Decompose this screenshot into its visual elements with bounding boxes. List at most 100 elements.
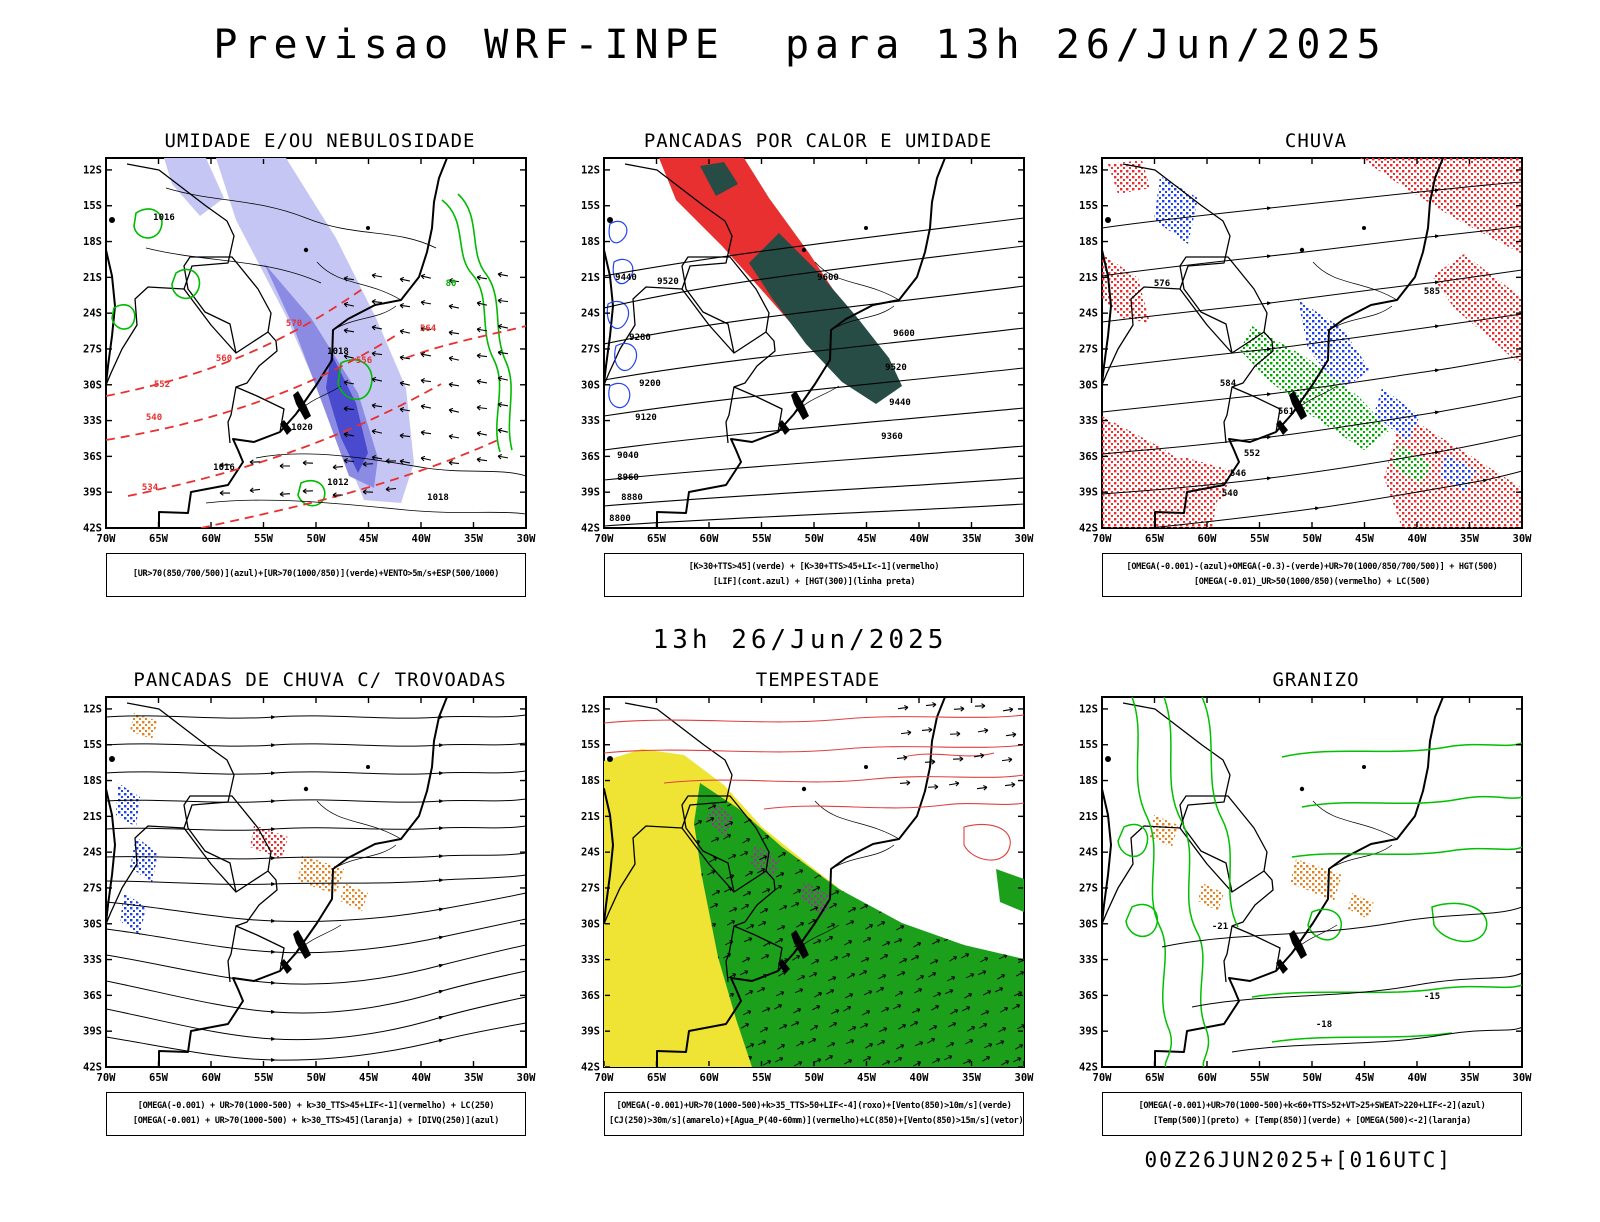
- svg-text:18S: 18S: [83, 236, 102, 248]
- contour-value-labels: 9440 9520 9600 9600 9520 9440 9360 9280 9200 9120…: [609, 273, 915, 524]
- svg-text:30S: 30S: [83, 918, 102, 930]
- longitude-labels: 70W 65W 60W 55W 50W 45W 40W 35W 30W: [97, 533, 537, 545]
- svg-text:9360: 9360: [881, 432, 903, 442]
- svg-text:65W: 65W: [149, 533, 169, 545]
- svg-text:30W: 30W: [517, 1072, 537, 1084]
- svg-text:21S: 21S: [1079, 272, 1098, 284]
- svg-text:45W: 45W: [857, 1072, 877, 1084]
- svg-text:70W: 70W: [595, 1072, 615, 1084]
- legend-caption: [OMEGA(-0.001)+UR>70(1000-500)+k>35_TTS>…: [604, 1092, 1024, 1136]
- heat-shower-areas: [659, 158, 902, 404]
- latitude-labels: 12S 15S 18S 21S 24S 27S 30S 33S 36S 39S 42S: [581, 164, 600, 534]
- map-umidade: 12S 15S 18S 21S 24S 27S 30S 33S 36S 39S 42S 70W 65W…: [83, 157, 537, 545]
- svg-text:55W: 55W: [254, 533, 274, 545]
- svg-text:9600: 9600: [817, 273, 839, 283]
- svg-text:65W: 65W: [1145, 533, 1165, 545]
- svg-text:70W: 70W: [97, 533, 117, 545]
- axis-ticks: [1101, 698, 1523, 1068]
- svg-text:-21: -21: [1212, 922, 1228, 932]
- svg-text:24S: 24S: [1079, 308, 1098, 320]
- storm-areas: [604, 749, 1024, 1067]
- panel-title: GRANIZO: [1272, 669, 1360, 691]
- caption-line: [OMEGA(-0.001) + UR>70(1000-500) + k>30_…: [132, 1115, 500, 1126]
- panel-chuva: CHUVA: [1062, 130, 1534, 597]
- longitude-labels: 70W 65W 60W 55W 50W 45W 40W 35W 30W: [1093, 533, 1533, 545]
- svg-text:35W: 35W: [464, 533, 484, 545]
- legend-caption: [OMEGA(-0.001)+UR>70(1000-500)+k<60+TTS>…: [1102, 1092, 1522, 1136]
- longitude-labels: 70W 65W 60W 55W 50W 45W 40W 35W 30W: [97, 1072, 537, 1084]
- caption-line: [OMEGA(-0.001) + UR>70(1000-500) + k>30_…: [137, 1100, 495, 1111]
- svg-text:42S: 42S: [83, 522, 102, 534]
- panel-row-bottom: PANCADAS DE CHUVA C/ TROVOADAS: [0, 669, 1600, 1136]
- svg-text:564: 564: [420, 324, 437, 334]
- svg-text:39S: 39S: [581, 487, 600, 499]
- svg-text:9520: 9520: [657, 277, 679, 287]
- svg-text:30S: 30S: [83, 379, 102, 391]
- svg-text:33S: 33S: [83, 954, 102, 966]
- svg-text:18S: 18S: [581, 236, 600, 248]
- svg-text:65W: 65W: [647, 533, 667, 545]
- svg-text:12S: 12S: [1079, 164, 1098, 176]
- panel-umidade: UMIDADE E/OU NEBULOSIDADE: [66, 130, 538, 597]
- svg-text:65W: 65W: [1145, 1072, 1165, 1084]
- latitude-labels: 12S 15S 18S 21S 24S 27S 30S 33S 36S 39S 42S: [83, 703, 102, 1073]
- svg-text:55W: 55W: [254, 1072, 274, 1084]
- svg-text:30S: 30S: [581, 918, 600, 930]
- caption-line: [K>30+TTS>45](verde) + [K>30+TTS>45+LI<-…: [688, 561, 940, 572]
- svg-text:50W: 50W: [805, 533, 825, 545]
- caption-line: [OMEGA(-0.001)+UR>70(1000-500)+k>35_TTS>…: [616, 1100, 1012, 1111]
- svg-text:585: 585: [1424, 287, 1440, 297]
- svg-text:42S: 42S: [1079, 1061, 1098, 1073]
- svg-text:21S: 21S: [83, 272, 102, 284]
- instability-areas: [116, 713, 368, 935]
- svg-text:540: 540: [1222, 489, 1238, 499]
- svg-text:15S: 15S: [83, 739, 102, 751]
- svg-text:40W: 40W: [910, 533, 930, 545]
- svg-text:45W: 45W: [1355, 533, 1375, 545]
- pressure-contours: [145, 187, 526, 515]
- contour-value-labels: -21 -18 -15: [1212, 922, 1440, 1030]
- svg-text:18S: 18S: [1079, 775, 1098, 787]
- svg-text:55W: 55W: [752, 533, 772, 545]
- svg-text:36S: 36S: [581, 990, 600, 1002]
- svg-text:80: 80: [446, 279, 457, 289]
- panel-granizo: GRANIZO: [1062, 669, 1534, 1136]
- thickness-contours-dashed: [106, 289, 526, 528]
- caption-line: [Temp(500)](preto) + [Temp(850)](verde) …: [1153, 1115, 1471, 1126]
- streamlines-250: [106, 714, 526, 1062]
- svg-text:9440: 9440: [615, 273, 637, 283]
- svg-text:18S: 18S: [581, 775, 600, 787]
- axis-ticks: [603, 159, 1025, 529]
- svg-text:45W: 45W: [1355, 1072, 1375, 1084]
- svg-text:33S: 33S: [581, 415, 600, 427]
- page-title: Previsao WRF-INPE para 13h 26/Jun/2025: [213, 22, 1387, 68]
- panel-trovoadas: PANCADAS DE CHUVA C/ TROVOADAS: [66, 669, 538, 1136]
- svg-text:50W: 50W: [805, 1072, 825, 1084]
- svg-text:24S: 24S: [581, 308, 600, 320]
- svg-text:8960: 8960: [617, 473, 639, 483]
- axis-ticks: [105, 159, 527, 529]
- svg-text:570: 570: [286, 319, 302, 329]
- svg-text:9120: 9120: [635, 413, 657, 423]
- svg-text:45W: 45W: [359, 1072, 379, 1084]
- svg-text:42S: 42S: [83, 1061, 102, 1073]
- lifted-index-contours: [606, 220, 638, 409]
- svg-text:40W: 40W: [412, 533, 432, 545]
- caption-line: [CJ(250)>30m/s](amarelo)+[Agua_P(40-60mm…: [609, 1115, 1024, 1126]
- map-frame: [603, 157, 1025, 529]
- axis-ticks: [603, 698, 1025, 1068]
- svg-text:60W: 60W: [1198, 533, 1218, 545]
- svg-text:-18: -18: [1316, 1020, 1332, 1030]
- svg-text:21S: 21S: [1079, 811, 1098, 823]
- contour-value-labels: 576 585 584 561 552 546 540: [1154, 279, 1440, 499]
- caption-line: [OMEGA(-0.001)-(azul)+OMEGA(-0.3)-(verde…: [1126, 561, 1498, 572]
- map-chuva: 12S 15S 18S 21S 24S 27S 30S 33S 36S 39S 42S 70W 65W…: [1079, 157, 1533, 545]
- svg-text:27S: 27S: [83, 343, 102, 355]
- svg-text:30S: 30S: [1079, 379, 1098, 391]
- svg-text:40W: 40W: [412, 1072, 432, 1084]
- svg-text:33S: 33S: [1079, 415, 1098, 427]
- hail-areas: [1150, 815, 1374, 919]
- svg-text:15S: 15S: [581, 200, 600, 212]
- svg-text:36S: 36S: [83, 990, 102, 1002]
- svg-text:30W: 30W: [1015, 1072, 1035, 1084]
